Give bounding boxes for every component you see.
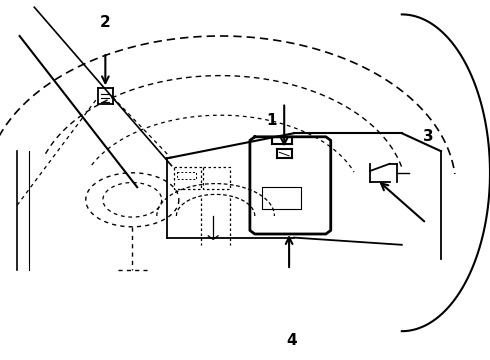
Text: 4: 4	[286, 333, 297, 348]
Text: 1: 1	[267, 113, 277, 128]
Text: 3: 3	[423, 129, 434, 144]
Text: 2: 2	[100, 15, 111, 30]
